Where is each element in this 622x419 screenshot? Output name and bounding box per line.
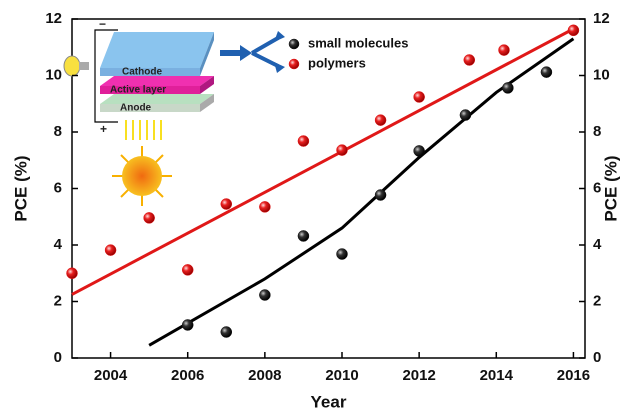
point [66, 267, 78, 279]
point [336, 248, 348, 260]
y2-tick-label: 2 [593, 292, 601, 309]
x-tick-label: 2014 [480, 367, 514, 384]
point [259, 289, 271, 301]
y-tick-label: 4 [54, 236, 63, 253]
y2-tick-label: 10 [593, 66, 610, 83]
point [502, 82, 514, 94]
inset-label: Anode [120, 103, 152, 114]
point [220, 326, 233, 338]
point [463, 54, 476, 66]
inset-label: + [100, 122, 107, 136]
y-tick-label: 2 [54, 292, 62, 309]
y2-tick-label: 12 [593, 10, 610, 27]
point [413, 145, 425, 157]
y2-axis-label: PCE (%) [601, 155, 620, 221]
inset-label: Cathode [122, 67, 162, 78]
y2-tick-label: 8 [593, 123, 601, 140]
point [259, 201, 271, 213]
x-tick-label: 2006 [171, 367, 204, 384]
x-axis-label: Year [311, 392, 347, 411]
x-tick-label: 2010 [325, 367, 358, 384]
x-tick-label: 2016 [557, 367, 590, 384]
y2-tick-label: 4 [593, 236, 602, 253]
point [413, 91, 425, 103]
point [567, 24, 580, 37]
point [498, 44, 510, 56]
legend-label: small molecules [308, 35, 408, 50]
y-tick-label: 12 [45, 10, 62, 27]
inset-label: Active layer [110, 85, 166, 96]
y-tick-label: 8 [54, 123, 62, 140]
point [220, 198, 233, 210]
legend-marker [288, 58, 300, 70]
point [297, 230, 310, 242]
legend-marker [288, 38, 300, 50]
point [540, 66, 553, 78]
y-axis-label: PCE (%) [11, 155, 30, 221]
y-tick-label: 10 [45, 66, 62, 83]
point [336, 144, 348, 156]
point [374, 189, 387, 201]
y-tick-label: 0 [54, 349, 62, 366]
point [104, 244, 117, 256]
point [181, 319, 194, 331]
y2-tick-label: 0 [593, 349, 601, 366]
legend-label: polymers [308, 55, 366, 70]
y2-tick-label: 6 [593, 179, 601, 196]
point [374, 114, 387, 126]
x-tick-label: 2008 [248, 367, 281, 384]
point [143, 212, 155, 224]
y-tick-label: 6 [54, 179, 62, 196]
device-inset [63, 29, 285, 206]
point [181, 264, 194, 276]
inset-label: − [99, 17, 106, 31]
x-tick-label: 2012 [402, 367, 435, 384]
point [459, 109, 472, 121]
fit-line [71, 27, 575, 296]
x-tick-label: 2004 [94, 367, 128, 384]
point [297, 135, 310, 147]
